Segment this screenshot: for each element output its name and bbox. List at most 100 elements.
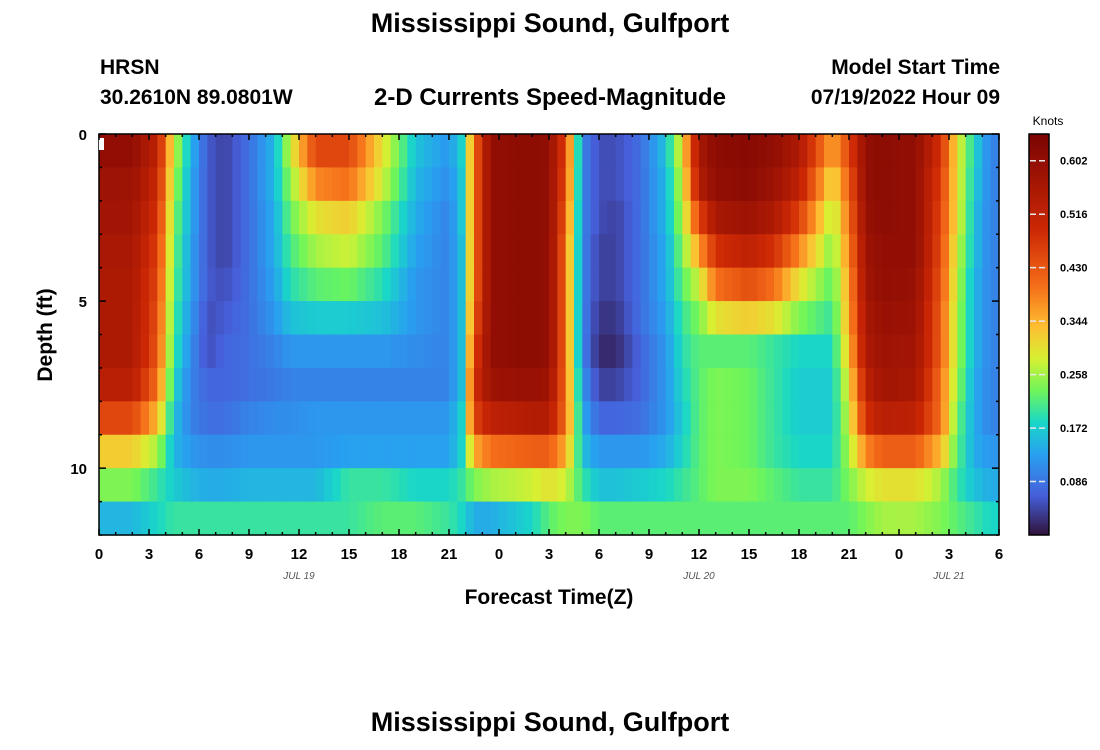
heatmap-cell [857, 267, 867, 302]
heatmap-cell [274, 200, 283, 235]
heatmap-cell [890, 501, 900, 536]
heatmap-cell [865, 267, 875, 302]
heatmap-cell [274, 267, 283, 302]
heatmap-cell [765, 367, 775, 402]
heatmap-cell [465, 267, 475, 302]
heatmap-cell [324, 234, 333, 269]
heatmap-cell [249, 301, 258, 336]
heatmap-cell [465, 167, 475, 202]
heatmap-cell [124, 234, 133, 269]
colorbar-tick-label: 0.344 [1060, 316, 1088, 328]
heatmap-cell [374, 367, 383, 402]
heatmap-cell [457, 434, 467, 469]
heatmap-cell [515, 167, 525, 202]
heatmap-cell [215, 301, 225, 336]
heatmap-cell [824, 200, 833, 235]
heatmap-cell [382, 234, 392, 269]
heatmap-cell [749, 167, 758, 202]
heatmap-cell [307, 200, 317, 235]
heatmap-cell [349, 367, 358, 402]
heatmap-cell [432, 401, 442, 436]
heatmap-cell [899, 367, 908, 402]
heatmap-cell [915, 134, 925, 169]
heatmap-cell [582, 468, 592, 503]
heatmap-cell [382, 367, 392, 402]
heatmap-cell [799, 334, 808, 369]
heatmap-cell [715, 234, 725, 269]
heatmap-cell [982, 468, 992, 503]
heatmap-cell [790, 468, 800, 503]
heatmap-cell [99, 234, 108, 269]
heatmap-cell [732, 334, 742, 369]
heatmap-cell [232, 401, 242, 436]
heatmap-cell [557, 167, 567, 202]
heatmap-cell [899, 167, 908, 202]
heatmap-cell [432, 434, 442, 469]
heatmap-cell [882, 434, 892, 469]
heatmap-cell [207, 167, 217, 202]
heatmap-cell [465, 200, 475, 235]
heatmap-cell [590, 267, 600, 302]
heatmap-cell [182, 267, 192, 302]
heatmap-cell [932, 401, 942, 436]
heatmap-cell [974, 301, 983, 336]
heatmap-cell [157, 234, 167, 269]
heatmap-cell [790, 434, 800, 469]
heatmap-cell [357, 468, 367, 503]
heatmap-cells [99, 134, 1000, 536]
heatmap-cell [174, 267, 183, 302]
heatmap-cell [707, 134, 717, 169]
heatmap-cell [882, 167, 892, 202]
heatmap-cell [674, 401, 683, 436]
heatmap-cell [174, 401, 183, 436]
heatmap-cell [390, 401, 400, 436]
heatmap-cell [507, 367, 517, 402]
heatmap-cell [732, 401, 742, 436]
heatmap-cell [140, 134, 150, 169]
heatmap-cell [640, 134, 650, 169]
heatmap-cell [374, 234, 383, 269]
heatmap-cell [874, 134, 883, 169]
heatmap-cell [140, 434, 150, 469]
heatmap-cell [632, 468, 642, 503]
heatmap-cell [465, 367, 475, 402]
heatmap-cell [290, 267, 300, 302]
heatmap-cell [590, 167, 600, 202]
heatmap-cell [590, 200, 600, 235]
heatmap-cell [99, 167, 108, 202]
heatmap-cell [549, 501, 558, 536]
heatmap-cell [757, 367, 767, 402]
heatmap-cell [574, 401, 583, 436]
heatmap-cell [790, 167, 800, 202]
heatmap-cell [232, 367, 242, 402]
heatmap-cell [415, 401, 425, 436]
heatmap-cell [715, 200, 725, 235]
model-start-label: Model Start Time [831, 56, 1000, 79]
heatmap-cell [324, 401, 333, 436]
heatmap-cell [524, 134, 533, 169]
heatmap-cell [265, 301, 275, 336]
heatmap-cell [957, 301, 967, 336]
heatmap-cell [624, 367, 633, 402]
heatmap-cell [615, 167, 625, 202]
heatmap-cell [465, 334, 475, 369]
heatmap-cell [724, 468, 733, 503]
heatmap-cell [765, 267, 775, 302]
heatmap-cell [690, 434, 700, 469]
heatmap-cell [440, 334, 450, 369]
heatmap-cell [249, 468, 258, 503]
heatmap-cell [724, 301, 733, 336]
heatmap-cell [699, 334, 708, 369]
heatmap-cell [190, 200, 200, 235]
heatmap-cell [940, 468, 950, 503]
heatmap-cell [99, 501, 108, 536]
heatmap-cell [599, 301, 608, 336]
heatmap-cell [482, 434, 492, 469]
heatmap-cell [407, 367, 417, 402]
heatmap-cell [740, 167, 750, 202]
heatmap-cell [515, 134, 525, 169]
heatmap-cell [990, 134, 1000, 169]
heatmap-cell [565, 200, 575, 235]
heatmap-cell [815, 234, 825, 269]
heatmap-cell [515, 367, 525, 402]
